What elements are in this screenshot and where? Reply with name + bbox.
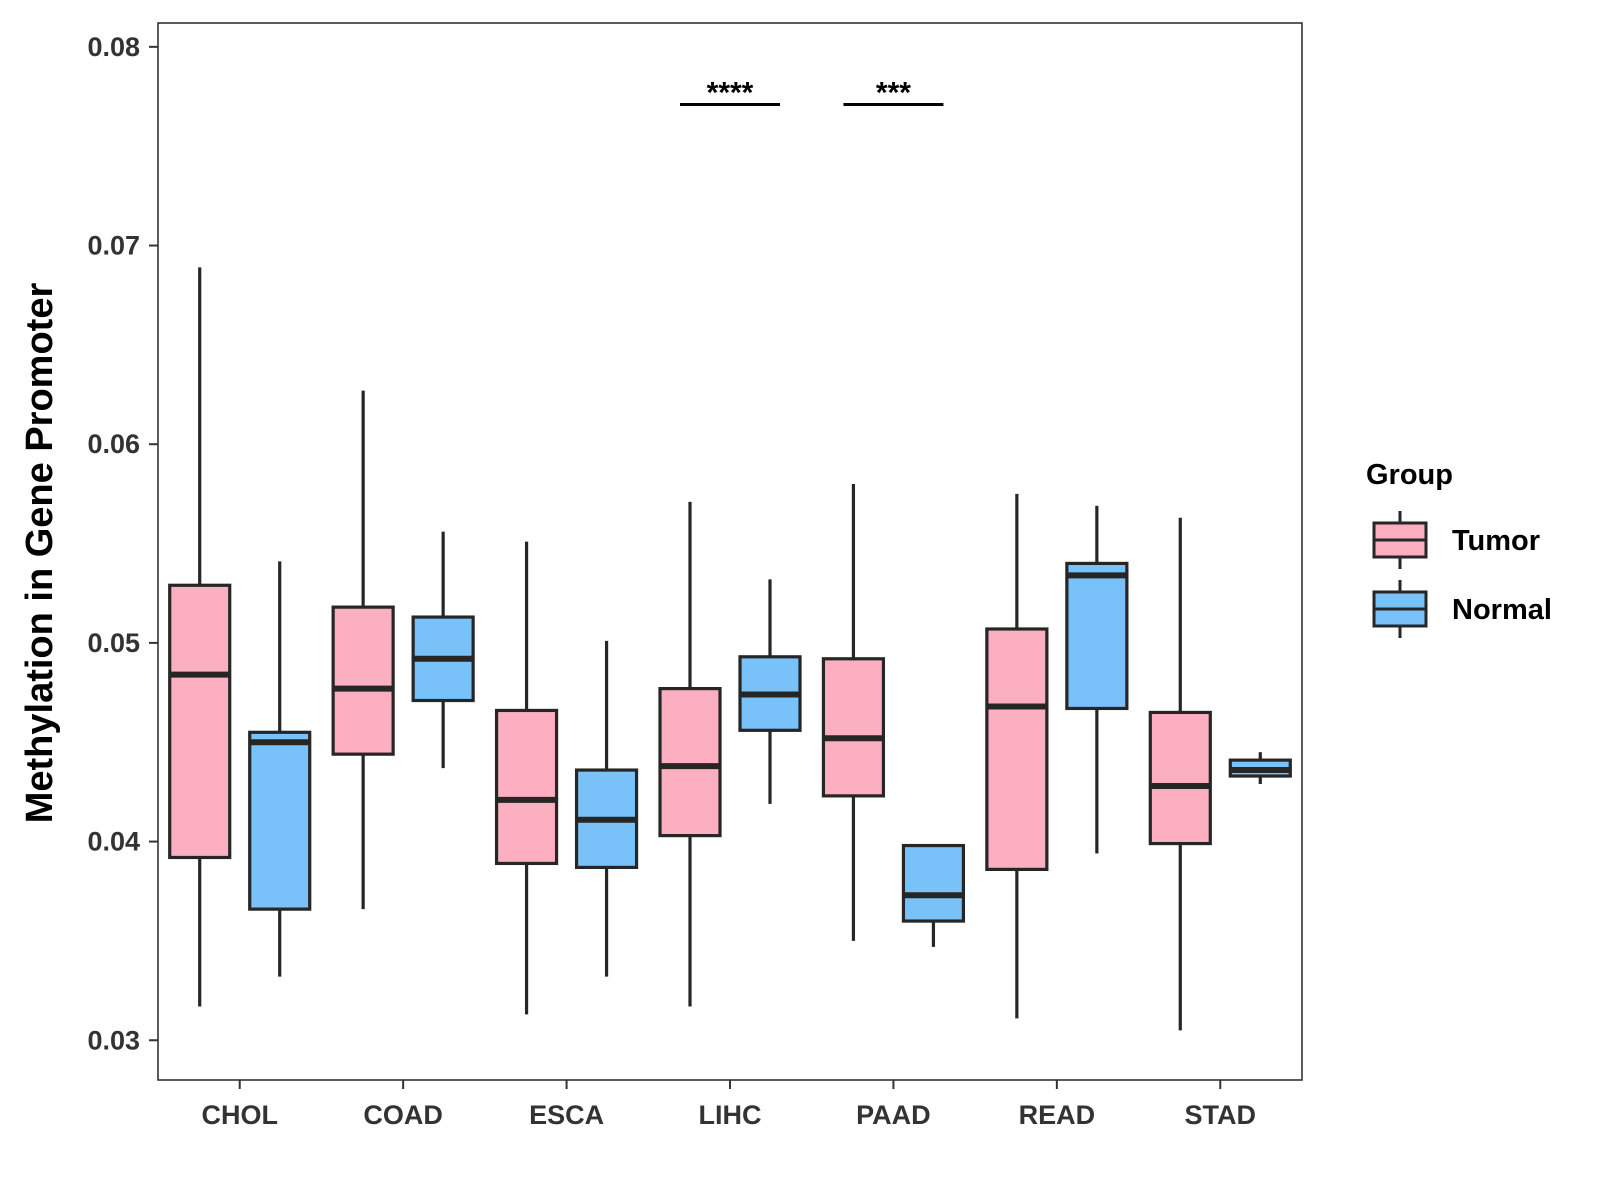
y-tick-label: 0.05 [87,628,140,658]
box-body [658,686,722,838]
box-tumor-read [985,493,1049,1019]
box-body [901,843,966,923]
box-tumor-lihc [658,501,722,1007]
box-normal-chol [248,561,312,977]
y-axis-title: Methylation in Gene Promoter [19,283,61,824]
box-normal-read [1065,505,1129,854]
box-tumor-esca [494,541,559,1015]
box-body [494,708,559,866]
y-tick-label: 0.03 [87,1025,140,1055]
box-normal-stad [1228,752,1292,784]
box-body [248,730,312,911]
legend-label: Tumor [1452,525,1540,557]
box-body [1065,561,1129,711]
x-tick-label: PAAD [856,1100,931,1130]
box-normal-coad [411,531,475,769]
x-tick-label: LIHC [699,1100,762,1130]
legend-item-tumor: Tumor [1372,511,1540,569]
box-body [168,583,232,860]
legend-label: Normal [1452,594,1552,626]
box-normal-esca [574,640,639,977]
x-tick-label: CHOL [201,1100,278,1130]
significance-label: **** [707,76,754,109]
box-body [1148,710,1212,846]
x-tick-label: STAD [1185,1100,1257,1130]
x-tick-label: COAD [363,1100,443,1130]
y-tick-label: 0.07 [87,231,140,261]
box-tumor-coad [331,390,395,910]
box-body [331,605,395,756]
box-tumor-chol [168,267,232,1007]
y-tick-label: 0.06 [87,429,140,459]
box-tumor-stad [1148,517,1212,1031]
axes: 0.03 0.04 0.05 0.06 0.07 0.08 CHOL COAD ESCA LIHC… [87,22,1303,1130]
y-tick-label: 0.08 [87,32,140,62]
box-tumor-paad [821,483,886,941]
box-body [821,657,886,798]
legend-item-normal: Normal [1372,580,1552,638]
plot-panel-border [157,22,1303,1081]
box-body [985,627,1049,871]
x-tick-label: ESCA [529,1100,604,1130]
box-normal-lihc [738,579,802,804]
plot-area: **** *** [168,76,1292,1031]
box-normal-paad [901,843,966,947]
legend: Group Tumor Normal [1366,459,1552,638]
x-tick-label: READ [1019,1100,1096,1130]
legend-title: Group [1366,459,1453,491]
significance-label: *** [876,76,911,109]
y-tick-label: 0.04 [87,827,140,857]
